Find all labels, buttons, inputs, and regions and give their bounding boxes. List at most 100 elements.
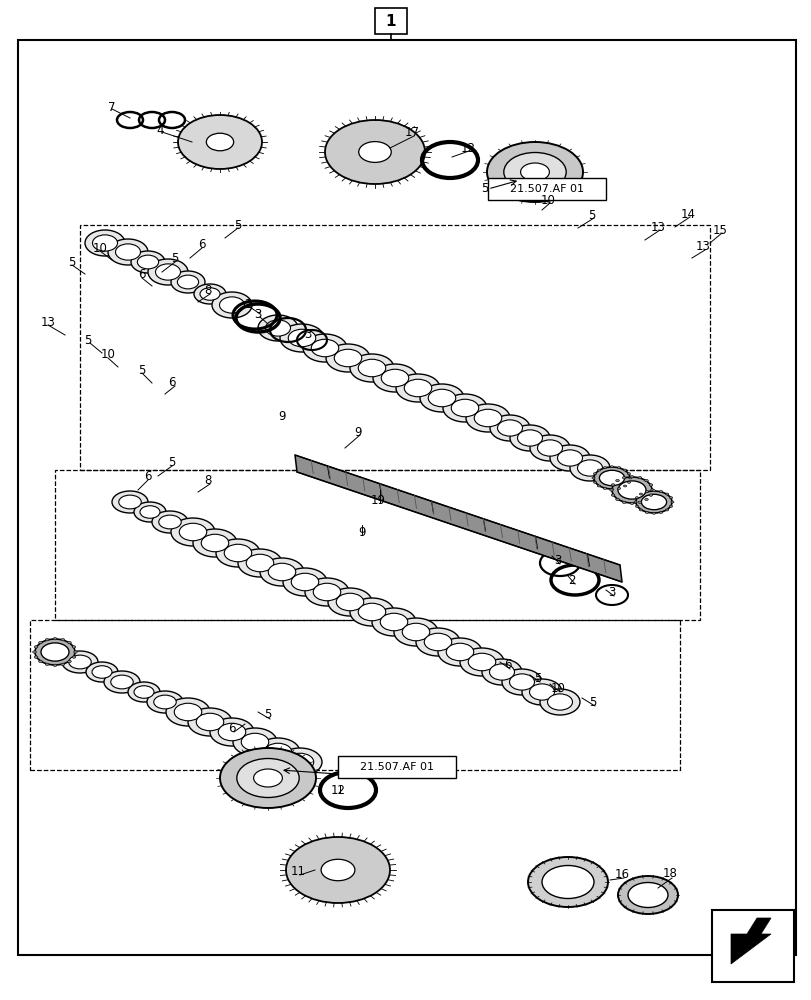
Ellipse shape bbox=[651, 490, 654, 492]
Text: 8: 8 bbox=[204, 474, 212, 487]
Ellipse shape bbox=[358, 603, 385, 621]
Ellipse shape bbox=[139, 506, 160, 518]
Ellipse shape bbox=[45, 663, 49, 665]
Ellipse shape bbox=[468, 653, 496, 671]
Ellipse shape bbox=[334, 349, 362, 367]
Ellipse shape bbox=[599, 470, 624, 486]
Ellipse shape bbox=[171, 518, 215, 546]
Ellipse shape bbox=[541, 865, 594, 898]
Ellipse shape bbox=[593, 473, 596, 475]
Text: 6: 6 bbox=[144, 470, 152, 483]
Ellipse shape bbox=[147, 691, 182, 713]
Ellipse shape bbox=[446, 643, 473, 661]
Ellipse shape bbox=[178, 115, 262, 169]
Ellipse shape bbox=[466, 404, 509, 432]
Ellipse shape bbox=[313, 583, 341, 601]
Ellipse shape bbox=[611, 484, 614, 486]
Ellipse shape bbox=[159, 515, 181, 529]
Ellipse shape bbox=[597, 485, 600, 487]
Bar bbox=[487, 178, 605, 200]
Ellipse shape bbox=[664, 509, 667, 511]
Ellipse shape bbox=[629, 502, 633, 504]
Ellipse shape bbox=[350, 354, 393, 382]
Ellipse shape bbox=[645, 491, 648, 493]
Ellipse shape bbox=[651, 512, 654, 514]
Ellipse shape bbox=[177, 275, 199, 289]
Ellipse shape bbox=[358, 359, 385, 377]
Text: 17: 17 bbox=[404, 126, 419, 139]
Ellipse shape bbox=[291, 573, 319, 591]
Ellipse shape bbox=[268, 563, 295, 581]
Ellipse shape bbox=[508, 674, 534, 690]
Ellipse shape bbox=[482, 659, 521, 685]
Ellipse shape bbox=[628, 477, 631, 479]
Ellipse shape bbox=[34, 646, 38, 648]
Ellipse shape bbox=[437, 638, 482, 666]
Ellipse shape bbox=[637, 501, 641, 503]
Text: 4: 4 bbox=[156, 124, 164, 137]
Ellipse shape bbox=[224, 544, 251, 562]
Ellipse shape bbox=[623, 485, 626, 487]
Ellipse shape bbox=[521, 679, 561, 705]
Ellipse shape bbox=[219, 297, 244, 313]
Ellipse shape bbox=[648, 484, 652, 486]
Text: 12: 12 bbox=[330, 784, 345, 796]
Ellipse shape bbox=[591, 477, 594, 479]
Ellipse shape bbox=[664, 493, 667, 495]
Ellipse shape bbox=[210, 718, 254, 746]
Ellipse shape bbox=[616, 487, 620, 489]
Ellipse shape bbox=[85, 230, 125, 256]
Polygon shape bbox=[730, 918, 770, 964]
Ellipse shape bbox=[286, 753, 313, 771]
Ellipse shape bbox=[659, 511, 662, 513]
Ellipse shape bbox=[280, 324, 324, 352]
Text: 12: 12 bbox=[460, 142, 475, 155]
Ellipse shape bbox=[324, 120, 424, 184]
Text: 16: 16 bbox=[614, 868, 629, 882]
Ellipse shape bbox=[645, 511, 648, 513]
Ellipse shape bbox=[633, 501, 637, 503]
Ellipse shape bbox=[104, 671, 139, 693]
Text: 11: 11 bbox=[290, 865, 305, 878]
Ellipse shape bbox=[610, 488, 613, 490]
Ellipse shape bbox=[193, 529, 237, 557]
Ellipse shape bbox=[174, 703, 201, 721]
Ellipse shape bbox=[303, 334, 346, 362]
Ellipse shape bbox=[153, 695, 176, 709]
Ellipse shape bbox=[41, 643, 69, 661]
Ellipse shape bbox=[503, 153, 565, 192]
Ellipse shape bbox=[216, 539, 260, 567]
Text: 5: 5 bbox=[171, 251, 178, 264]
Ellipse shape bbox=[152, 511, 188, 533]
Ellipse shape bbox=[238, 549, 281, 577]
Polygon shape bbox=[294, 455, 621, 582]
Text: 5: 5 bbox=[138, 363, 145, 376]
Ellipse shape bbox=[489, 415, 530, 441]
Ellipse shape bbox=[627, 882, 667, 908]
Ellipse shape bbox=[616, 467, 620, 469]
Ellipse shape bbox=[634, 505, 637, 507]
Ellipse shape bbox=[617, 481, 646, 499]
Ellipse shape bbox=[627, 473, 630, 475]
Text: 5: 5 bbox=[588, 209, 595, 222]
Text: 5: 5 bbox=[481, 182, 488, 195]
Ellipse shape bbox=[517, 430, 542, 446]
Text: 3: 3 bbox=[254, 308, 261, 320]
Ellipse shape bbox=[358, 142, 391, 162]
Text: 21.507.AF 01: 21.507.AF 01 bbox=[359, 762, 433, 772]
Ellipse shape bbox=[603, 487, 606, 489]
Text: 19: 19 bbox=[370, 493, 385, 506]
Ellipse shape bbox=[549, 445, 590, 471]
Text: 5: 5 bbox=[589, 696, 596, 708]
Ellipse shape bbox=[246, 554, 273, 572]
Text: 6: 6 bbox=[198, 237, 205, 250]
Ellipse shape bbox=[233, 728, 277, 756]
Ellipse shape bbox=[156, 264, 180, 280]
Ellipse shape bbox=[196, 713, 224, 731]
Text: 10: 10 bbox=[550, 682, 564, 694]
Ellipse shape bbox=[237, 758, 298, 798]
Ellipse shape bbox=[320, 859, 354, 881]
Ellipse shape bbox=[277, 748, 322, 776]
Text: 10: 10 bbox=[92, 241, 107, 254]
Ellipse shape bbox=[460, 648, 504, 676]
